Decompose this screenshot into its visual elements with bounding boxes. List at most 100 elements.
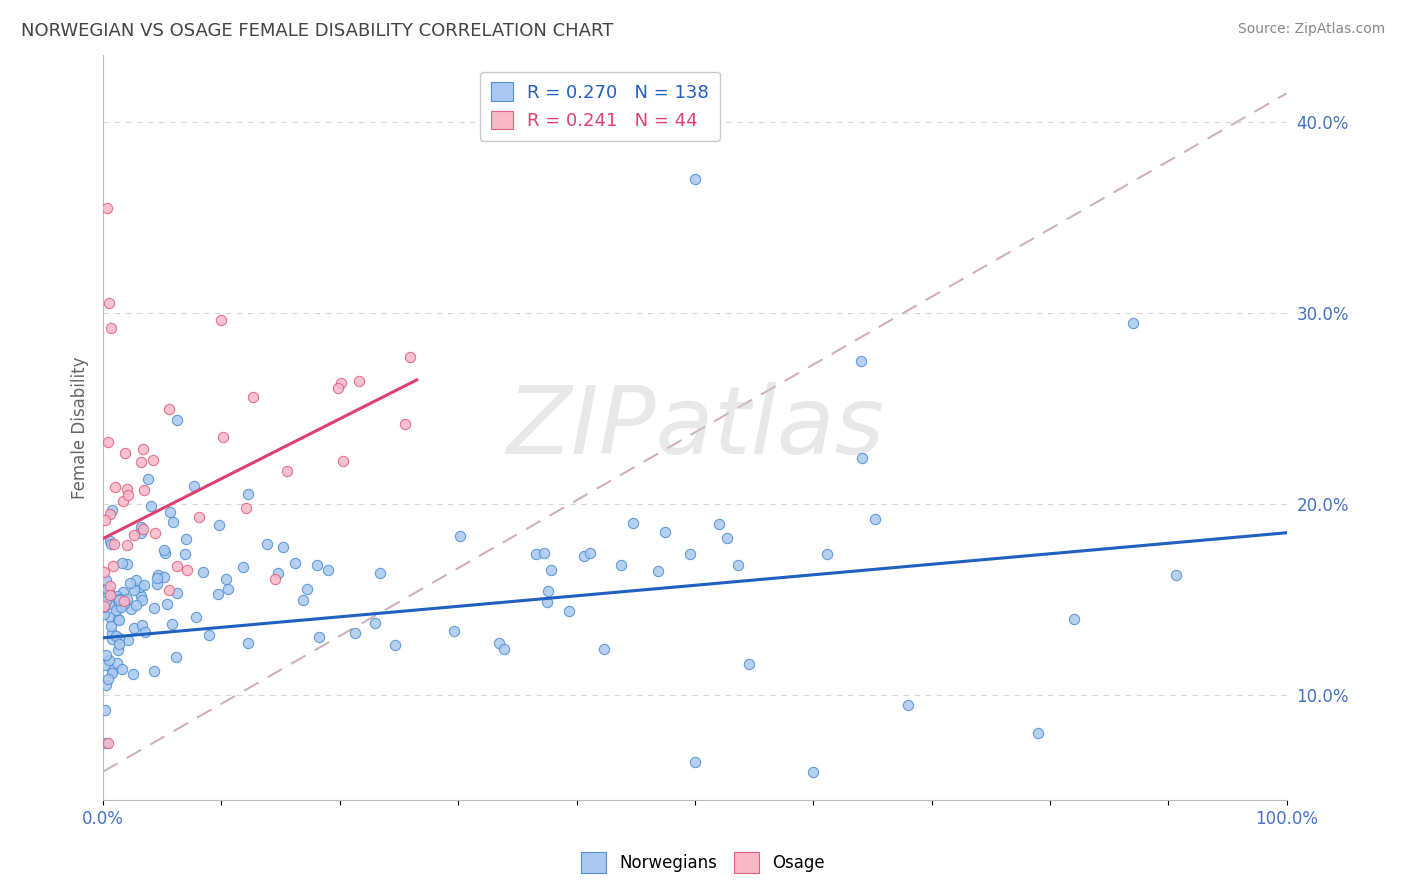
Point	[572, 549, 595, 563]
Point	[93, 600, 115, 615]
Point	[100, 321, 122, 335]
Point	[125, 598, 148, 612]
Point	[97, 597, 120, 611]
Point	[107, 600, 129, 615]
Point	[235, 500, 257, 515]
Point	[93, 599, 115, 613]
Point	[153, 543, 176, 558]
Point	[122, 528, 145, 542]
Point	[108, 591, 131, 606]
Point	[1122, 316, 1144, 330]
Point	[368, 566, 391, 580]
Point	[131, 522, 153, 536]
Point	[308, 631, 330, 645]
Point	[683, 172, 706, 186]
Point	[318, 563, 340, 577]
Text: ZIPatlas: ZIPatlas	[506, 382, 884, 473]
Point	[100, 619, 122, 633]
Point	[159, 505, 181, 519]
Point	[129, 580, 152, 594]
Point	[98, 579, 121, 593]
Point	[134, 625, 156, 640]
Point	[112, 593, 135, 607]
Point	[238, 636, 260, 650]
Point	[108, 592, 131, 607]
Point	[98, 584, 121, 599]
Point	[107, 612, 129, 626]
Point	[166, 586, 188, 600]
Text: Source: ZipAtlas.com: Source: ZipAtlas.com	[1237, 22, 1385, 37]
Point	[104, 603, 127, 617]
Point	[849, 353, 872, 368]
Point	[211, 430, 233, 444]
Point	[110, 662, 132, 676]
Point	[176, 532, 198, 546]
Point	[96, 582, 118, 596]
Point	[94, 736, 117, 750]
Point	[117, 538, 139, 552]
Point	[727, 558, 749, 573]
Point	[117, 633, 139, 648]
Point	[94, 599, 117, 613]
Point	[492, 642, 515, 657]
Point	[159, 402, 181, 417]
Point	[97, 736, 120, 750]
Point	[143, 601, 166, 615]
Point	[131, 592, 153, 607]
Point	[129, 455, 152, 469]
Point	[129, 589, 152, 603]
Point	[104, 480, 127, 494]
Point	[129, 520, 152, 534]
Point	[647, 564, 669, 578]
Point	[118, 576, 141, 591]
Legend: R = 0.270   N = 138, R = 0.241   N = 44: R = 0.270 N = 138, R = 0.241 N = 44	[481, 71, 720, 141]
Point	[236, 487, 259, 501]
Point	[738, 657, 761, 672]
Point	[191, 565, 214, 579]
Point	[98, 507, 121, 521]
Point	[101, 666, 124, 681]
Point	[208, 517, 231, 532]
Point	[131, 442, 153, 457]
Point	[578, 546, 600, 560]
Point	[124, 574, 146, 588]
Point	[332, 454, 354, 468]
Point	[101, 626, 124, 640]
Point	[540, 563, 562, 577]
Point	[97, 435, 120, 450]
Point	[242, 390, 264, 404]
Point	[139, 499, 162, 513]
Point	[815, 547, 838, 561]
Point	[96, 648, 118, 662]
Point	[131, 618, 153, 632]
Point	[399, 350, 422, 364]
Point	[197, 627, 219, 641]
Point	[609, 558, 631, 573]
Point	[101, 559, 124, 574]
Point	[394, 417, 416, 431]
Point	[328, 381, 350, 395]
Point	[115, 482, 138, 496]
Point	[120, 601, 142, 615]
Point	[449, 529, 471, 543]
Point	[264, 572, 287, 586]
Point	[176, 563, 198, 577]
Point	[143, 526, 166, 541]
Point	[851, 450, 873, 465]
Point	[96, 573, 118, 587]
Point	[488, 636, 510, 650]
Point	[1164, 567, 1187, 582]
Point	[94, 658, 117, 673]
Point	[267, 566, 290, 581]
Point	[162, 516, 184, 530]
Point	[330, 376, 353, 390]
Point	[166, 558, 188, 573]
Point	[524, 548, 547, 562]
Point	[111, 494, 134, 508]
Point	[284, 556, 307, 570]
Point	[100, 664, 122, 678]
Point	[98, 296, 121, 310]
Point	[101, 590, 124, 604]
Point	[96, 201, 118, 215]
Point	[96, 591, 118, 605]
